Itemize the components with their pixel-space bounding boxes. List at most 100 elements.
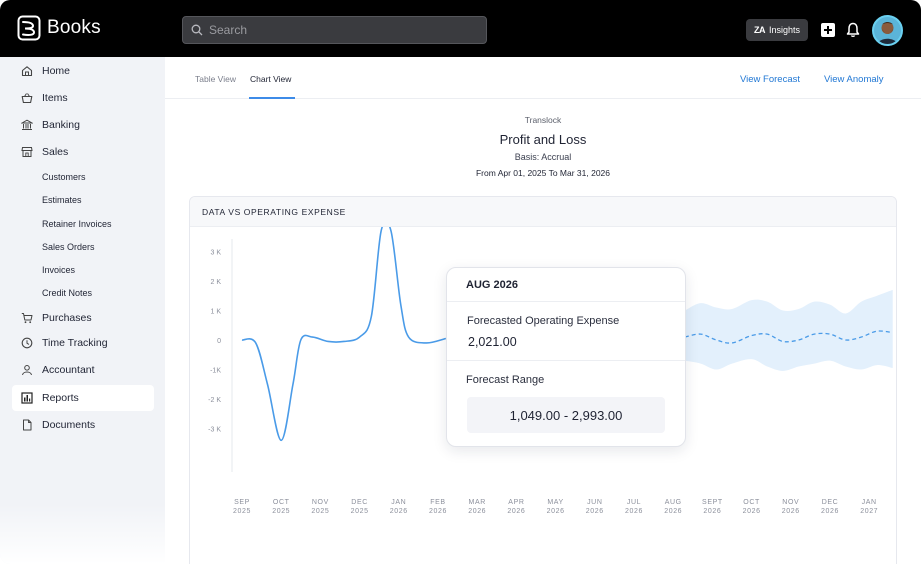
home-icon xyxy=(21,66,33,77)
sidebar-item-label: Documents xyxy=(42,419,96,431)
brand[interactable]: Books xyxy=(17,15,101,41)
actual-expense-line xyxy=(241,227,447,442)
x-tick-month: DEC xyxy=(822,499,839,506)
tooltip-range-label: Forecast Range xyxy=(466,374,545,386)
quick-create-icon[interactable] xyxy=(821,23,835,37)
x-tick-month: OCT xyxy=(273,499,290,506)
y-tick-label: -1K xyxy=(210,368,221,375)
x-tick-year: 2026 xyxy=(586,508,604,515)
search-input[interactable] xyxy=(209,23,469,37)
x-tick-month: MAR xyxy=(469,499,486,506)
sidebar-subitem-sales-orders[interactable]: Sales Orders xyxy=(42,242,95,252)
x-tick-year: 2025 xyxy=(272,508,290,515)
reports-icon xyxy=(21,392,33,404)
tooltip-divider xyxy=(447,360,685,361)
tooltip-month: AUG 2026 xyxy=(447,268,685,302)
sidebar-item-time-tracking[interactable]: Time Tracking xyxy=(12,330,154,356)
x-tick-month: JUN xyxy=(587,499,602,506)
x-tick-year: 2027 xyxy=(860,508,878,515)
y-tick-label: 2 K xyxy=(210,279,221,286)
sidebar: Home Items Banking Sales Customers Estim… xyxy=(0,57,165,564)
x-tick-year: 2026 xyxy=(507,508,525,515)
basket-icon xyxy=(21,93,33,104)
organization-name: Translock xyxy=(524,115,562,125)
x-tick-year: 2025 xyxy=(351,508,369,515)
zia-icon: ZA xyxy=(754,25,766,35)
x-tick-year: 2026 xyxy=(821,508,839,515)
x-tick-month: SEPT xyxy=(702,499,723,506)
tab-chart-view[interactable]: Chart View xyxy=(250,74,292,84)
view-tabs: Table View Chart View View Forecast View… xyxy=(165,57,921,99)
sidebar-item-reports[interactable]: Reports xyxy=(12,385,154,411)
x-tick-year: 2026 xyxy=(664,508,682,515)
sidebar-subitem-retainer-invoices[interactable]: Retainer Invoices xyxy=(42,219,112,229)
basis-value: Accrual xyxy=(541,152,572,162)
x-tick-year: 2026 xyxy=(468,508,486,515)
forecast-tooltip: AUG 2026 Forecasted Operating Expense 2,… xyxy=(446,267,686,447)
report-title: Profit and Loss xyxy=(499,132,587,147)
sidebar-item-label: Purchases xyxy=(42,312,92,324)
active-tab-indicator xyxy=(249,97,295,99)
x-tick-month: DEC xyxy=(351,499,368,506)
x-tick-year: 2026 xyxy=(743,508,761,515)
sidebar-item-label: Accountant xyxy=(42,364,95,376)
app-name: Books xyxy=(47,17,101,38)
sidebar-fade xyxy=(0,504,165,564)
x-tick-month: JUL xyxy=(627,499,641,506)
tab-table-view[interactable]: Table View xyxy=(195,74,236,84)
view-anomaly-link[interactable]: View Anomaly xyxy=(824,74,884,85)
accountant-icon xyxy=(22,365,32,376)
user-avatar[interactable] xyxy=(872,15,903,46)
sidebar-item-label: Home xyxy=(42,65,71,77)
x-tick-year: 2026 xyxy=(547,508,565,515)
sidebar-subitem-estimates[interactable]: Estimates xyxy=(42,195,82,205)
report-date-range: From Apr 01, 2025 To Mar 31, 2026 xyxy=(475,168,611,178)
x-tick-month: APR xyxy=(508,499,524,506)
sidebar-item-label: Time Tracking xyxy=(42,337,108,349)
x-tick-month: JAN xyxy=(391,499,406,506)
sidebar-item-accountant[interactable]: Accountant xyxy=(12,357,154,383)
view-forecast-link[interactable]: View Forecast xyxy=(740,74,801,85)
chart-card-title: DATA VS OPERATING EXPENSE xyxy=(190,197,896,227)
sidebar-subitem-customers[interactable]: Customers xyxy=(42,172,86,182)
chart-area: 4 K3 K2 K1 K0-1K-2 K-3 KSEP2025OCT2025NO… xyxy=(208,227,893,515)
tooltip-range-value: 1,049.00 - 2,993.00 xyxy=(467,397,665,433)
x-tick-month: MAY xyxy=(547,499,563,506)
sidebar-item-sales[interactable]: Sales xyxy=(12,139,154,165)
insights-button[interactable]: ZA Insights xyxy=(746,19,809,41)
y-tick-label: -2 K xyxy=(208,397,221,404)
sidebar-item-home[interactable]: Home xyxy=(12,58,154,84)
sidebar-subitem-invoices[interactable]: Invoices xyxy=(42,265,76,275)
sidebar-item-purchases[interactable]: Purchases xyxy=(12,305,154,331)
y-tick-label: 3 K xyxy=(210,250,221,257)
sidebar-subitem-credit-notes[interactable]: Credit Notes xyxy=(42,288,93,298)
search-icon xyxy=(191,24,203,36)
sidebar-item-documents[interactable]: Documents xyxy=(12,412,154,438)
tooltip-forecast-value: 2,021.00 xyxy=(468,335,517,349)
report-basis: Basis: Accrual xyxy=(165,152,921,162)
document-icon xyxy=(23,419,32,431)
store-icon xyxy=(21,147,33,157)
x-tick-month: FEB xyxy=(430,499,445,506)
cart-icon xyxy=(21,313,33,324)
x-tick-year: 2026 xyxy=(429,508,447,515)
y-tick-label: -3 K xyxy=(208,427,221,434)
x-tick-year: 2025 xyxy=(311,508,329,515)
x-tick-year: 2025 xyxy=(233,508,251,515)
notification-bell-icon[interactable] xyxy=(846,22,860,38)
search-box[interactable] xyxy=(182,16,487,44)
top-bar: Books ZA Insights xyxy=(0,0,921,57)
x-tick-year: 2026 xyxy=(703,508,721,515)
x-tick-month: NOV xyxy=(782,499,799,506)
forecast-range-band xyxy=(684,289,893,371)
sidebar-item-label: Items xyxy=(42,92,68,104)
x-tick-month: AUG xyxy=(665,499,682,506)
sidebar-item-items[interactable]: Items xyxy=(12,85,154,111)
x-tick-month: JAN xyxy=(862,499,877,506)
sidebar-item-label: Banking xyxy=(42,119,80,131)
sidebar-item-banking[interactable]: Banking xyxy=(12,112,154,138)
x-tick-month: SEP xyxy=(234,499,250,506)
tooltip-forecast-label: Forecasted Operating Expense xyxy=(467,315,620,327)
sidebar-item-label: Sales xyxy=(42,146,69,158)
